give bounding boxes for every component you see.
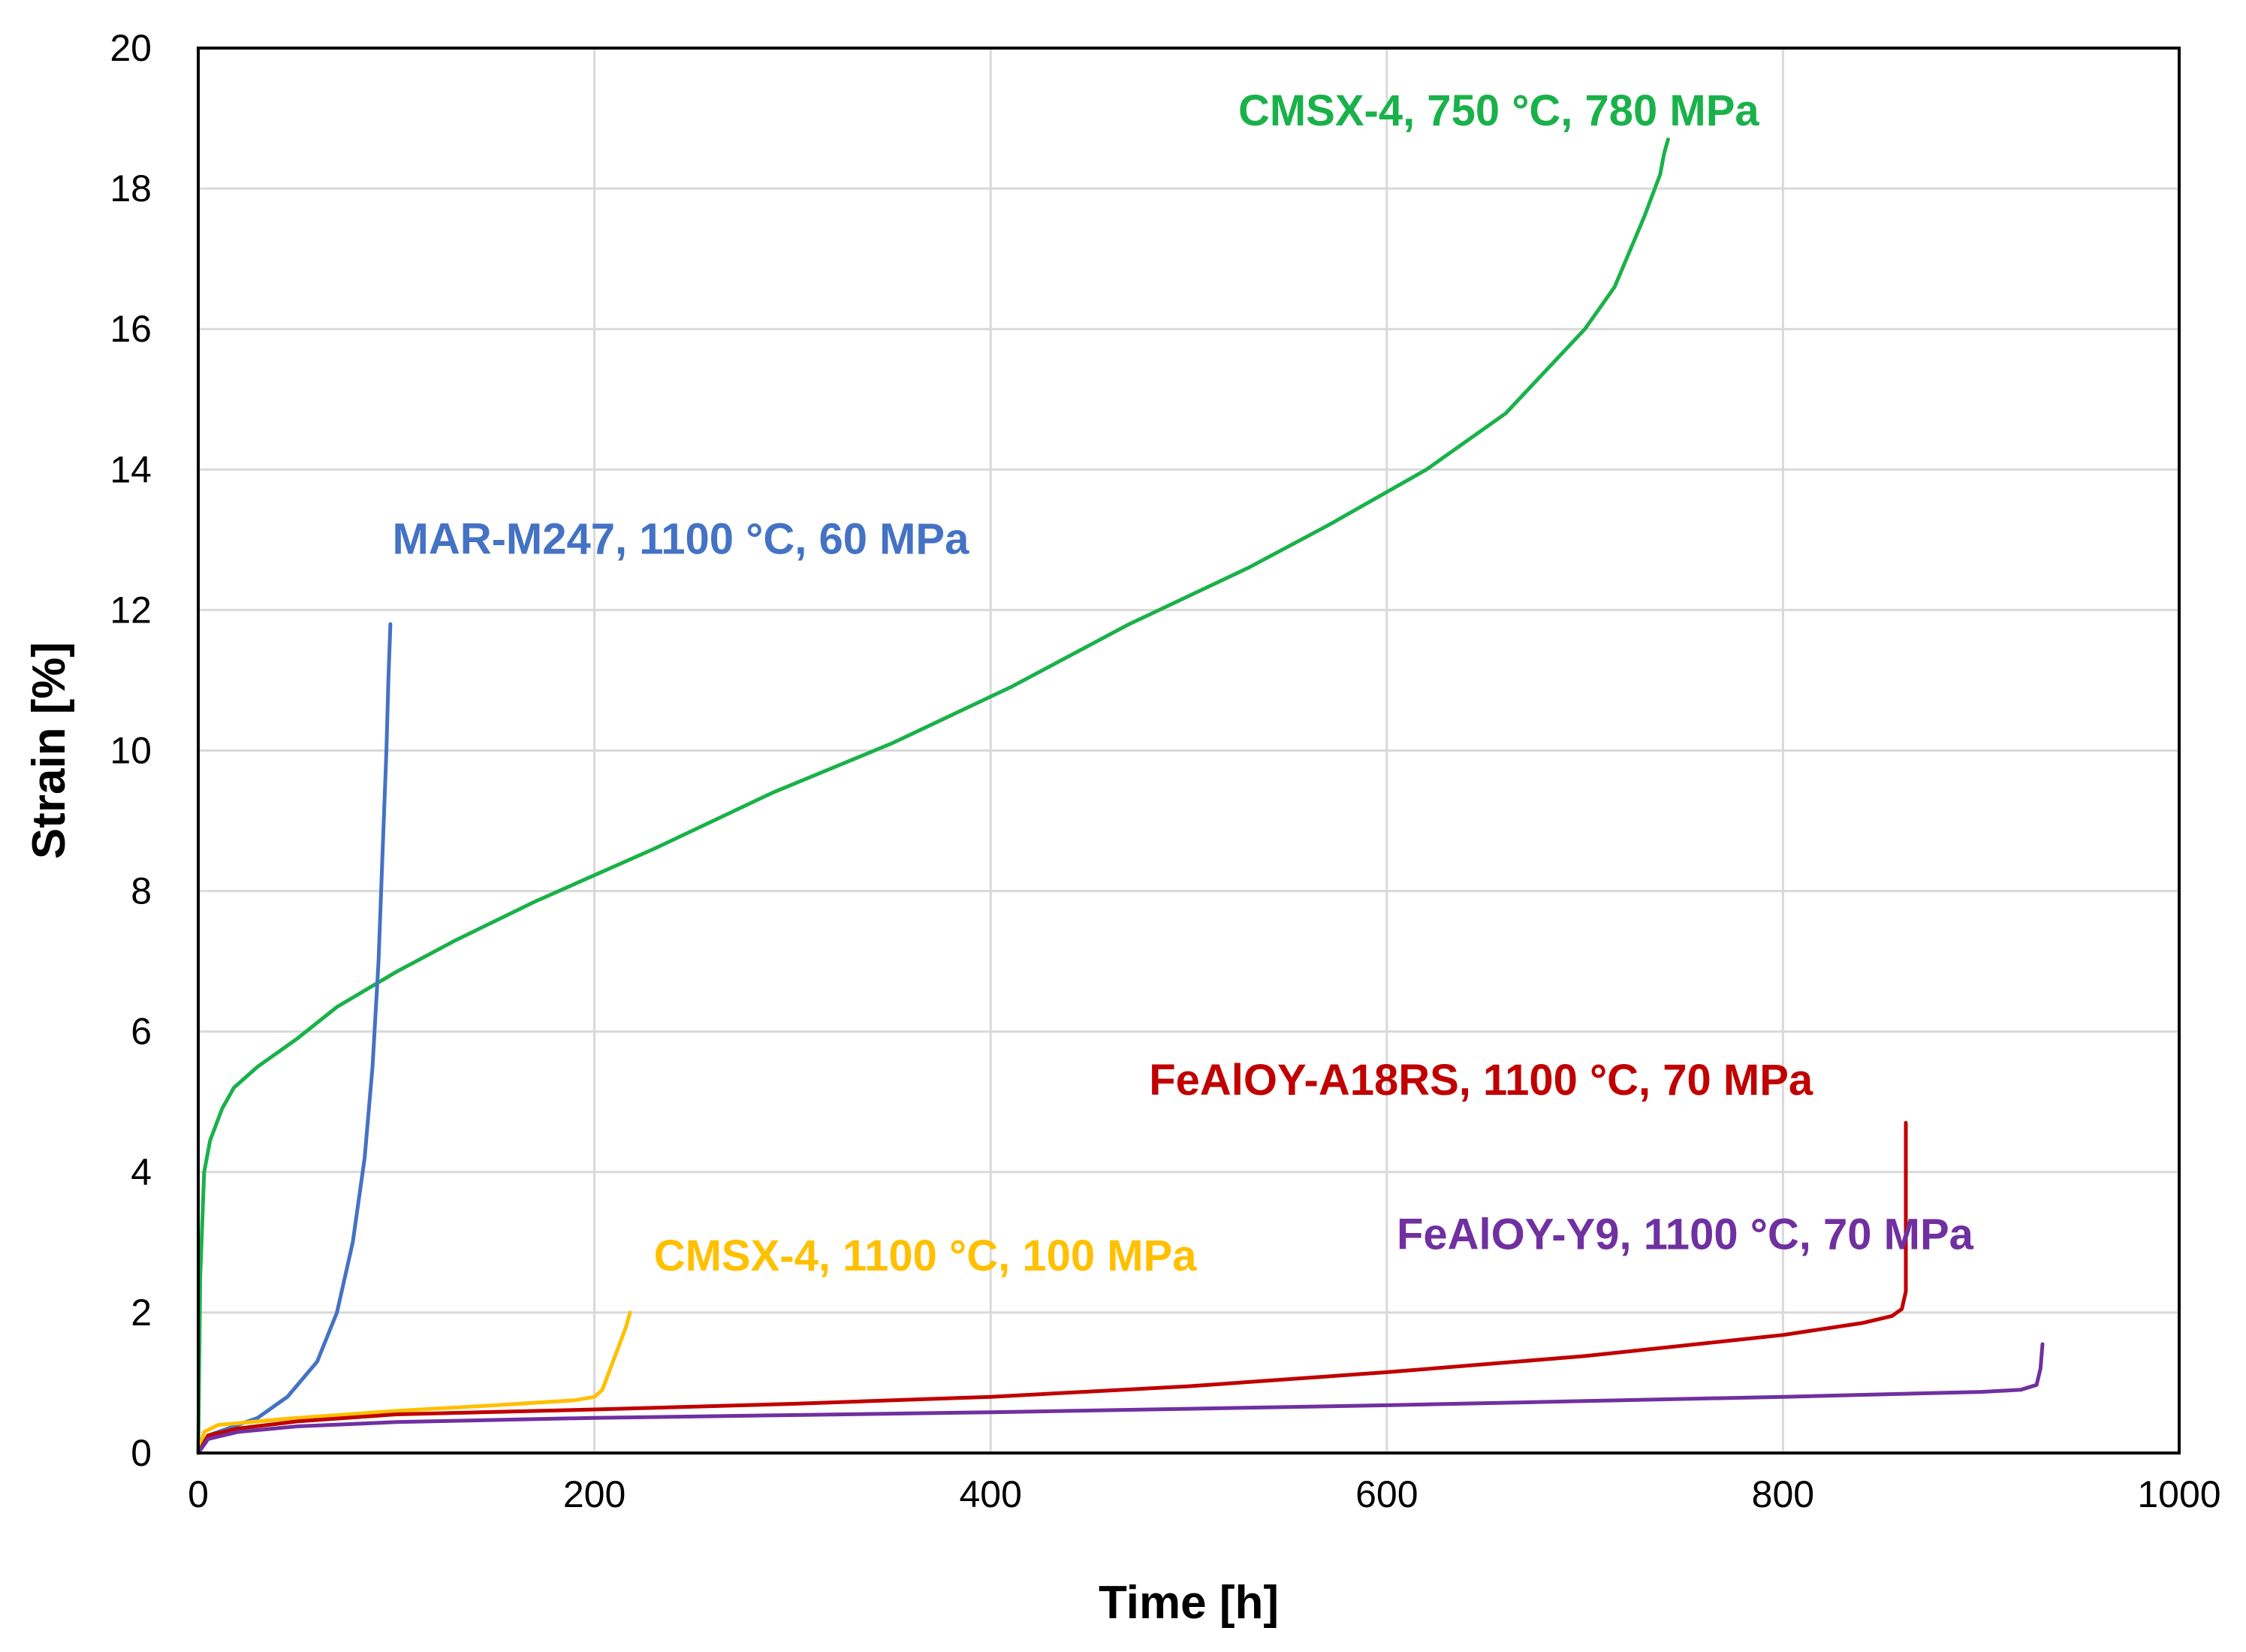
x-tick-label: 200: [563, 1473, 626, 1515]
y-tick-label: 0: [131, 1432, 152, 1474]
series-lines: [196, 137, 2045, 1455]
series-line: [196, 1310, 632, 1455]
y-tick-label: 14: [110, 448, 152, 490]
y-tick-label: 12: [110, 589, 152, 631]
series-label: FeAlOY-A18RS, 1100 °C, 70 MPa: [1149, 1056, 1813, 1105]
series-line: [196, 1120, 1908, 1455]
x-tick-label: 400: [959, 1473, 1021, 1515]
y-axis-ticks: 0 2 4 6 8 10 12 14 16 18 20: [110, 27, 152, 1474]
x-tick-label: 600: [1355, 1473, 1418, 1515]
y-tick-label: 6: [131, 1011, 152, 1053]
y-tick-label: 10: [110, 730, 152, 772]
y-tick-label: 4: [131, 1151, 152, 1193]
gridlines: [198, 48, 2179, 1453]
plot-area-frame: [197, 47, 2181, 1455]
x-axis-ticks: 0 200 400 600 800 1000: [188, 1473, 2221, 1515]
series-label: CMSX-4, 1100 °C, 100 MPa: [654, 1231, 1198, 1280]
y-tick-label: 18: [110, 167, 152, 210]
x-tick-label: 800: [1752, 1473, 1814, 1515]
x-tick-label: 1000: [2137, 1473, 2220, 1515]
series-line: [196, 137, 1670, 1455]
series-line: [196, 1342, 2045, 1455]
series-label: FeAlOY-Y9, 1100 °C, 70 MPa: [1397, 1210, 1974, 1259]
y-tick-label: 8: [131, 870, 152, 912]
series-annotations: CMSX-4, 750 °C, 780 MPa MAR-M247, 1100 °C…: [393, 86, 1974, 1280]
series-label: MAR-M247, 1100 °C, 60 MPa: [393, 515, 970, 564]
y-tick-label: 16: [110, 308, 152, 350]
y-tick-label: 2: [131, 1292, 152, 1334]
y-axis-title: Strain [%]: [23, 642, 75, 859]
x-axis-title: Time [h]: [1099, 1577, 1279, 1629]
series-label: CMSX-4, 750 °C, 780 MPa: [1238, 86, 1759, 135]
x-tick-label: 0: [188, 1473, 209, 1515]
y-tick-label: 20: [110, 27, 152, 69]
